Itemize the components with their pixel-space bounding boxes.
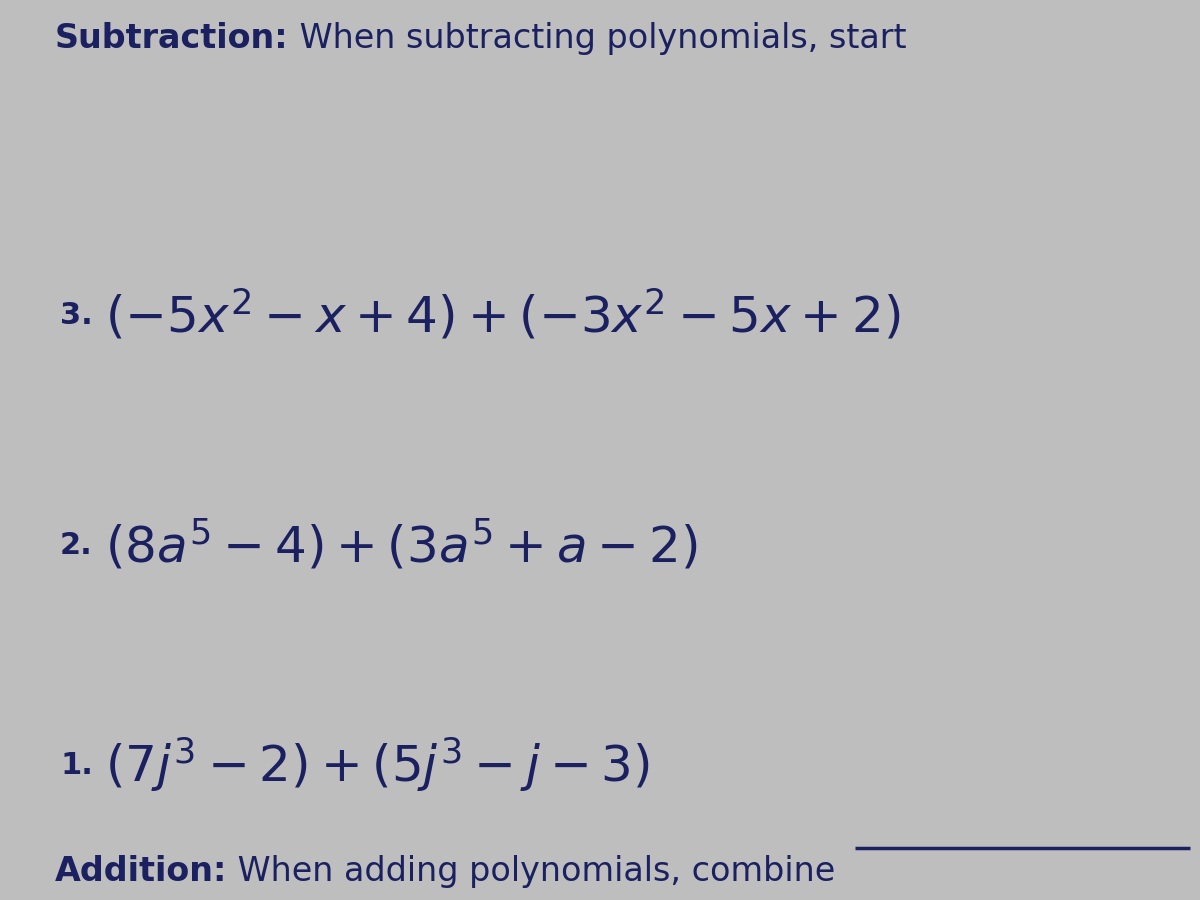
Text: 1.: 1. <box>60 751 92 779</box>
Text: When subtracting polynomials, start: When subtracting polynomials, start <box>289 22 906 55</box>
Text: $(8a^5 - 4) + (3a^5 + a - 2)$: $(8a^5 - 4) + (3a^5 + a - 2)$ <box>106 518 697 573</box>
Text: Subtraction:: Subtraction: <box>55 22 289 55</box>
Text: 3.: 3. <box>60 301 92 329</box>
Text: 2.: 2. <box>60 530 92 560</box>
Text: Addition:: Addition: <box>55 855 227 888</box>
Text: $(7j^3 - 2) + (5j^3 - j - 3)$: $(7j^3 - 2) + (5j^3 - j - 3)$ <box>106 735 650 795</box>
Text: $(-5x^2 - x + 4) + (-3x^2 - 5x + 2)$: $(-5x^2 - x + 4) + (-3x^2 - 5x + 2)$ <box>106 287 900 343</box>
Text: When adding polynomials, combine: When adding polynomials, combine <box>227 855 835 888</box>
